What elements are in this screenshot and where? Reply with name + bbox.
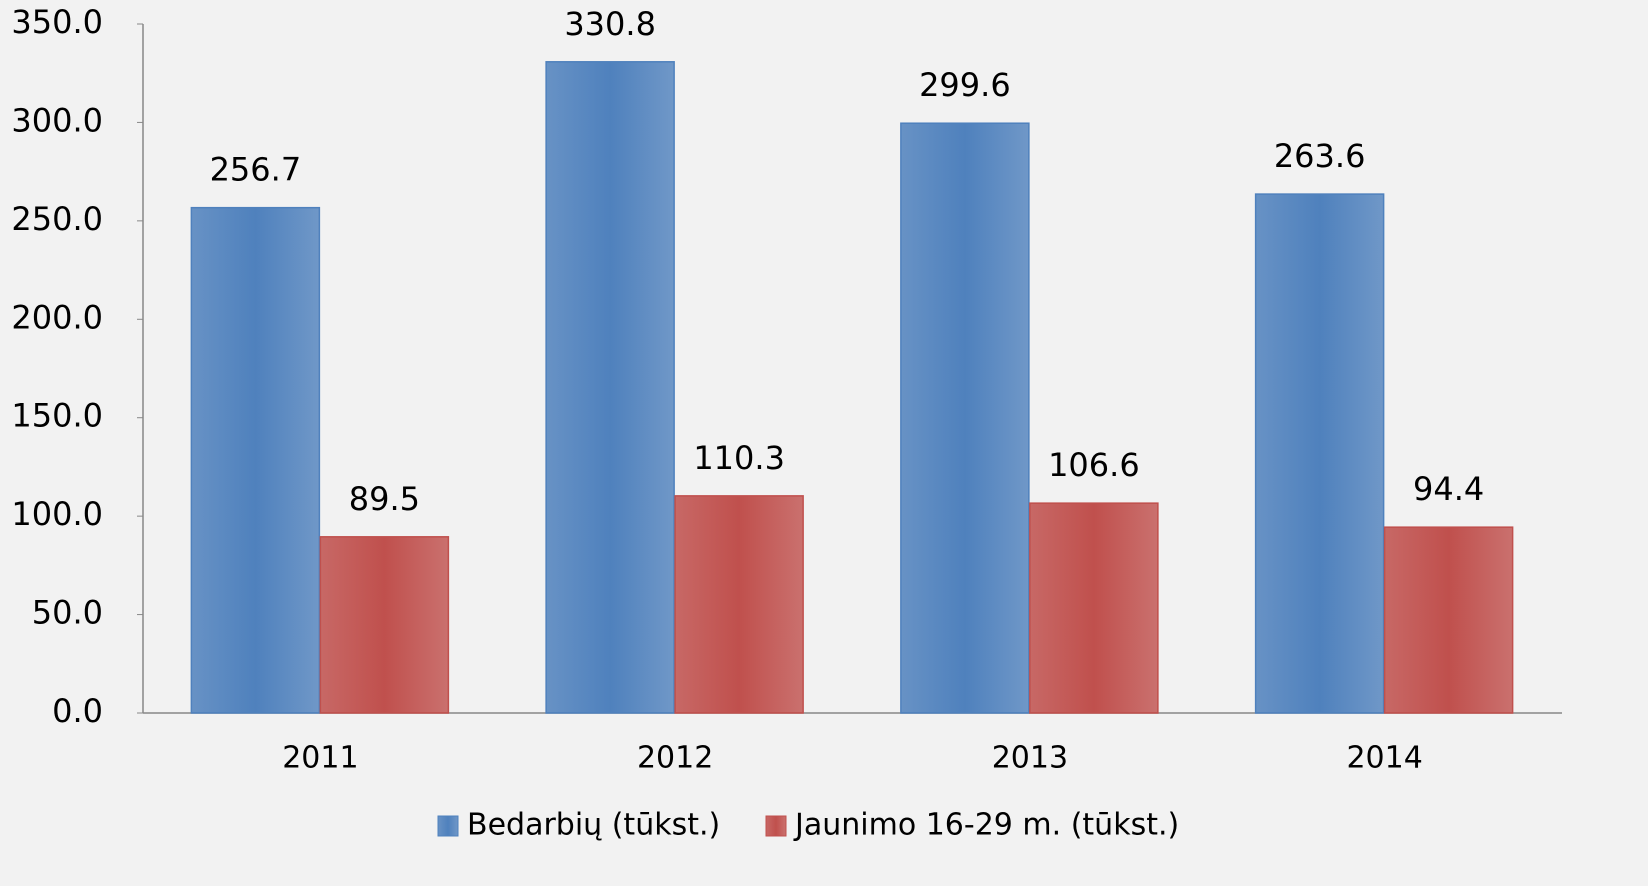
bar [545,61,675,714]
value-label: 106.6 [1048,446,1140,484]
bar [900,122,1030,714]
y-tick-label: 50.0 [32,594,103,632]
x-tick-label: 2013 [992,741,1068,776]
value-label: 299.6 [919,66,1011,104]
legend-label: Jaunimo 16-29 m. (tūkst.) [793,808,1179,843]
bar [190,206,321,714]
y-tick-label: 300.0 [11,101,103,139]
x-tick-label: 2014 [1346,741,1422,776]
y-tick-label: 150.0 [11,397,103,435]
x-tick-label: 2012 [637,741,713,776]
bar [319,536,450,714]
value-label: 330.8 [564,5,656,43]
legend-swatch [437,815,459,837]
value-label: 89.5 [349,480,420,518]
y-tick-label: 200.0 [11,298,103,336]
value-label: 256.7 [210,151,302,189]
bar [1254,193,1385,714]
y-tick-label: 100.0 [11,495,103,533]
y-tick-label: 250.0 [11,200,103,238]
bar [674,495,804,714]
legend-label: Bedarbių (tūkst.) [467,808,720,843]
x-tick-label: 2011 [282,741,358,776]
value-label: 110.3 [693,439,785,477]
bar [1383,526,1514,714]
value-label: 94.4 [1413,470,1484,508]
y-tick-label: 0.0 [52,692,103,730]
bar [1029,502,1159,714]
legend-swatch [765,815,787,837]
y-tick-label: 350.0 [11,3,103,41]
value-label: 263.6 [1274,137,1366,175]
